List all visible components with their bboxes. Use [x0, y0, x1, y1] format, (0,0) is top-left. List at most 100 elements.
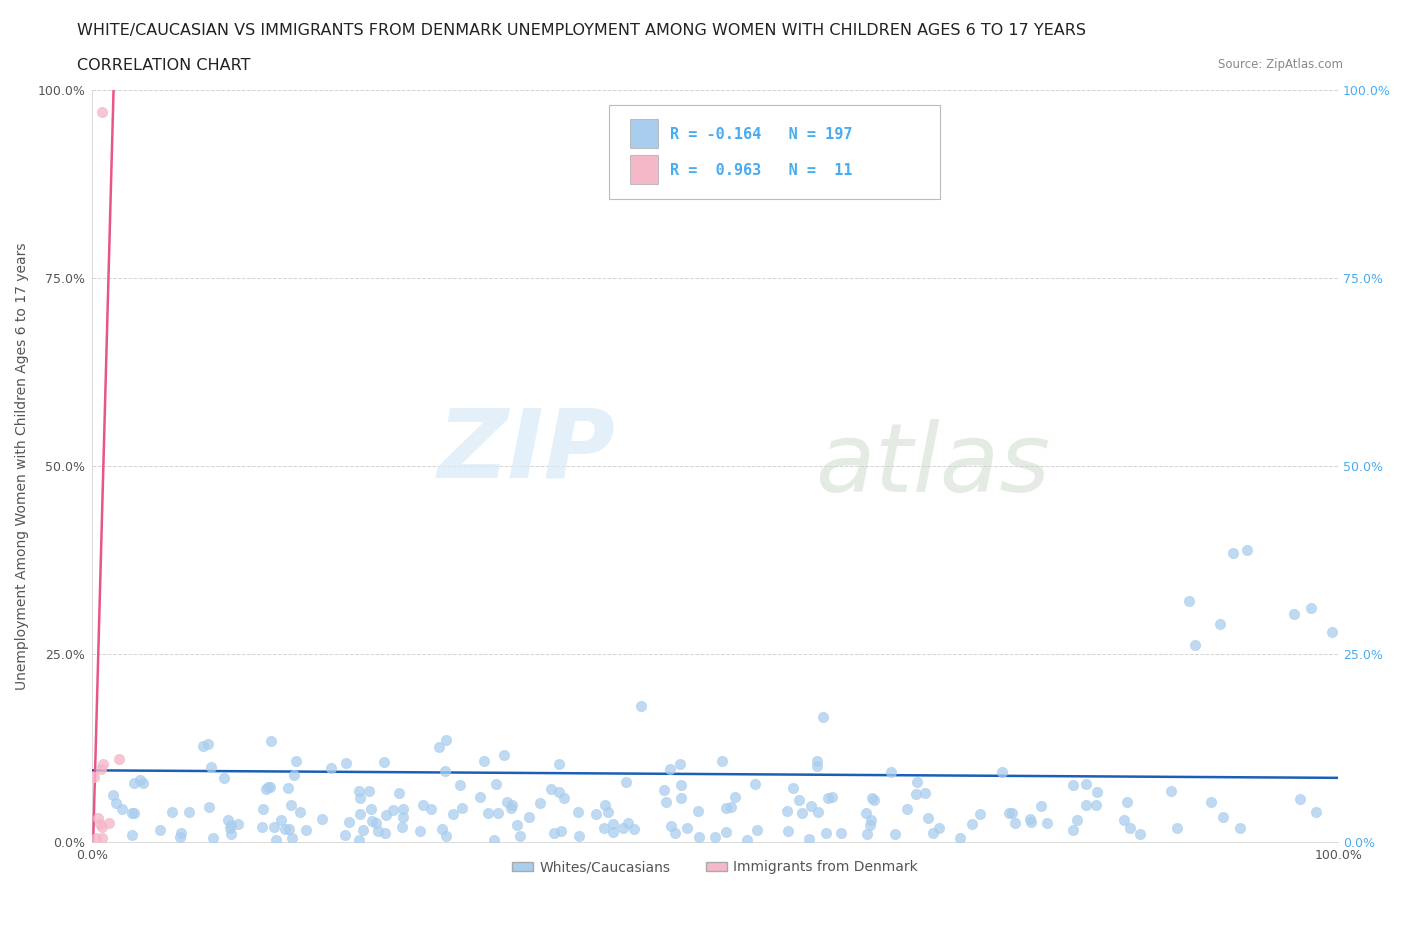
Point — [1288, 792, 1310, 807]
Point — [382, 803, 405, 817]
Point — [472, 753, 495, 768]
Point — [602, 817, 624, 831]
Point — [1074, 777, 1097, 791]
Point — [84, 830, 107, 845]
Point — [219, 821, 242, 836]
Point — [800, 799, 823, 814]
Point — [1076, 798, 1098, 813]
Point — [860, 812, 883, 827]
Text: Source: ZipAtlas.com: Source: ZipAtlas.com — [1218, 58, 1343, 71]
Point — [529, 796, 551, 811]
Point — [617, 816, 640, 830]
Point — [659, 818, 682, 833]
Point — [200, 759, 222, 774]
Point — [252, 802, 274, 817]
Point — [855, 827, 877, 842]
Point — [121, 828, 143, 843]
Point — [278, 822, 301, 837]
Point — [543, 826, 565, 841]
Point — [149, 823, 172, 838]
Point — [1085, 785, 1108, 800]
Point — [285, 753, 308, 768]
Point — [1236, 543, 1258, 558]
FancyBboxPatch shape — [609, 105, 939, 199]
Point — [863, 792, 886, 807]
Point — [669, 790, 692, 805]
Point — [468, 790, 491, 804]
Point — [669, 777, 692, 792]
Point — [486, 805, 509, 820]
Point — [335, 828, 357, 843]
Point — [664, 826, 686, 841]
Point — [277, 780, 299, 795]
Point — [806, 804, 828, 819]
Point — [688, 830, 710, 844]
Point — [1166, 820, 1188, 835]
Point — [1184, 638, 1206, 653]
Point — [1222, 546, 1244, 561]
Point — [501, 797, 523, 812]
Point — [388, 786, 411, 801]
Point — [90, 762, 112, 777]
Point — [128, 773, 150, 788]
Point — [568, 829, 591, 844]
Point — [553, 791, 575, 806]
Point — [724, 790, 747, 804]
Text: WHITE/CAUCASIAN VS IMMIGRANTS FROM DENMARK UNEMPLOYMENT AMONG WOMEN WITH CHILDRE: WHITE/CAUCASIAN VS IMMIGRANTS FROM DENMA… — [77, 23, 1087, 38]
Point — [652, 783, 675, 798]
Point — [623, 822, 645, 837]
Text: ZIP: ZIP — [437, 405, 616, 498]
Point — [1178, 593, 1201, 608]
Point — [990, 765, 1012, 780]
Point — [567, 804, 589, 819]
Point — [815, 826, 838, 841]
Point — [830, 826, 852, 841]
Point — [162, 804, 184, 819]
Point — [1320, 624, 1343, 639]
Point — [1209, 617, 1232, 631]
Point — [1160, 783, 1182, 798]
Point — [337, 815, 360, 830]
Point — [97, 816, 120, 830]
Text: CORRELATION CHART: CORRELATION CHART — [77, 58, 250, 73]
Point — [949, 830, 972, 845]
Point — [1036, 816, 1059, 830]
Point — [484, 832, 506, 847]
Point — [366, 816, 388, 830]
Y-axis label: Unemployment Among Women with Children Ages 6 to 17 years: Unemployment Among Women with Children A… — [15, 242, 30, 689]
Point — [201, 830, 224, 845]
Point — [132, 776, 155, 790]
Point — [509, 829, 531, 844]
Point — [776, 804, 799, 818]
Point — [778, 823, 800, 838]
Point — [737, 832, 759, 847]
Point — [352, 822, 374, 837]
Point — [1062, 777, 1084, 792]
Point — [295, 823, 318, 838]
Point — [630, 698, 652, 713]
Point — [550, 824, 572, 839]
Point — [89, 817, 111, 831]
Point — [669, 756, 692, 771]
Point — [593, 820, 616, 835]
Point — [191, 738, 214, 753]
Point — [703, 830, 725, 844]
Point — [917, 811, 939, 826]
Point — [280, 798, 302, 813]
Point — [264, 832, 287, 847]
Point — [548, 756, 571, 771]
Point — [1084, 798, 1107, 813]
Point — [219, 818, 242, 833]
Point — [596, 804, 619, 819]
Point — [745, 822, 768, 837]
Point — [585, 806, 607, 821]
Point — [441, 806, 464, 821]
Point — [1118, 821, 1140, 836]
Point — [492, 748, 515, 763]
Point — [1129, 827, 1152, 842]
Point — [90, 819, 112, 834]
Point — [93, 756, 115, 771]
Point — [921, 826, 943, 841]
Point — [87, 811, 110, 826]
Point — [90, 830, 112, 845]
